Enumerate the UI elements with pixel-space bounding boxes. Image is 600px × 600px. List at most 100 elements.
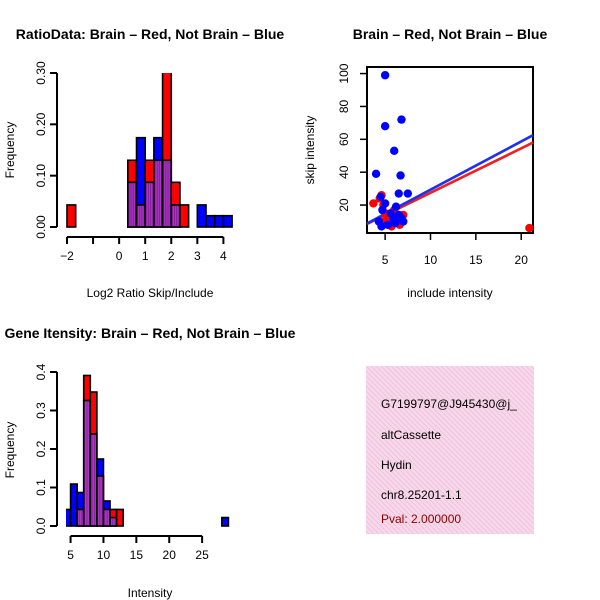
intensity-bar-notbrain-0 (66, 508, 72, 527)
scatter-point-notbrain-4 (371, 169, 381, 179)
info-hatch-stripe (366, 375, 525, 534)
info-hatch-stripe (366, 400, 500, 534)
info-hatch-stripe (366, 455, 445, 534)
info-panel-hatch (196, 366, 600, 534)
info-hatch-stripe (366, 460, 440, 534)
scatter-point-notbrain-11 (378, 205, 387, 215)
info-hatch-stripe (480, 366, 534, 420)
info-hatch-stripe (366, 425, 475, 534)
scatter-point-notbrain-10 (391, 202, 401, 211)
scatter-point-notbrain-3 (390, 146, 399, 156)
ratio-y-tick-label-1: 0.10 (34, 164, 48, 188)
intensity-y-tick-label-3: 0.3 (34, 402, 48, 419)
info-hatch-stripe (366, 420, 480, 534)
intensity-y-tick-label-0: 0.0 (34, 517, 48, 534)
ratio-y-tick-label-0: 0.00 (34, 215, 48, 239)
info-hatch-stripe (366, 385, 515, 534)
info-hatch-stripe (485, 366, 534, 415)
intensity-hist-xlabel: Intensity (128, 586, 173, 600)
intensity-x-tick-label-4: 25 (195, 548, 209, 562)
info-hatch-stripe (541, 366, 600, 534)
info-hatch-stripe (366, 395, 505, 534)
ratio-bar-notbrain-16 (205, 214, 216, 228)
info-event-id: G7199797@J945430@j_ (381, 397, 517, 411)
info-hatch-stripe (366, 450, 450, 534)
scatter-axes: 5 10 15 20 20 40 60 80 100 (337, 63, 528, 267)
info-hatch-stripe (385, 366, 534, 515)
scatter-title: Brain – Red, Not Brain – Blue (353, 26, 548, 42)
info-hatch-stripe (420, 366, 534, 480)
info-hatch-stripe (455, 366, 534, 445)
ratio-bar-notbrain-18 (222, 214, 233, 228)
info-hatch-stripe (366, 525, 375, 534)
intensity-y-tick-label-1: 0.1 (34, 479, 48, 496)
scatter-point-notbrain-20 (394, 210, 403, 220)
info-location: chr8.25201-1.1 (381, 488, 462, 502)
info-hatch-stripe (366, 366, 534, 534)
info-hatch-stripe (495, 366, 534, 405)
ratio-x-tick-label-0: −2 (60, 249, 74, 263)
ratio-y-tick-label-2: 0.20 (34, 112, 48, 136)
scatter-ylabel: skip intensity (303, 116, 317, 185)
scatter-x-tick-label-3: 20 (515, 253, 529, 267)
info-hatch-stripe (366, 485, 415, 534)
info-hatch-stripe (435, 366, 534, 465)
scatter-point-notbrain-15 (383, 220, 393, 229)
scatter-point-notbrain-8 (376, 192, 385, 202)
info-hatch-stripe (366, 480, 420, 534)
scatter-x-tick-label-2: 15 (469, 253, 483, 267)
info-hatch-stripe (405, 366, 534, 495)
scatter-point-notbrain-2 (397, 115, 406, 124)
scatter-point-brain-0 (369, 199, 378, 208)
intensity-hist-axes: 5 10 15 20 25 0.0 0.1 0.2 0.3 0.4 (34, 363, 209, 562)
ratio-hist-axes: −2 0 1 2 3 4 0.00 0.10 0.20 0.30 (34, 61, 227, 263)
info-hatch-stripe (196, 366, 364, 534)
ratio-bar-brain-0 (66, 204, 77, 228)
ratio-bar-notbrain-15 (196, 204, 207, 228)
intensity-x-tick-label-2: 15 (130, 548, 144, 562)
info-hatch-stripe (445, 366, 534, 455)
info-hatch-stripe (366, 370, 530, 534)
scatter-y-tick-label-0: 20 (337, 198, 351, 212)
intensity-hist-ylabel: Frequency (3, 422, 17, 479)
info-hatch-stripe (450, 366, 534, 450)
ratio-bar-brain-13 (179, 204, 190, 228)
info-hatch-stripe (395, 366, 534, 505)
scatter-point-notbrain-6 (403, 189, 413, 198)
ratio-hist-title: RatioData: Brain – Red, Not Brain – Blue (16, 26, 285, 42)
info-hatch-stripe (366, 415, 485, 534)
info-hatch-stripe (366, 435, 465, 534)
info-hatch-stripe (366, 475, 425, 534)
scatter-point-notbrain-7 (394, 189, 403, 198)
info-hatch-stripe (366, 495, 405, 534)
intensity-y-tick-label-2: 0.2 (34, 440, 48, 457)
info-hatch-stripe (470, 366, 534, 430)
intensity-hist-bars (66, 374, 230, 527)
scatter-y-tick-label-4: 100 (337, 63, 351, 83)
scatter-point-notbrain-17 (399, 217, 408, 226)
scatter-point-notbrain-5 (396, 171, 405, 180)
info-hatch-stripe (400, 366, 534, 500)
info-hatch-stripe (366, 510, 390, 534)
ratio-bar-notbrain-17 (213, 214, 225, 228)
scatter-y-tick-label-3: 80 (337, 99, 351, 113)
info-hatch-stripe (366, 530, 370, 534)
info-hatch-stripe (425, 366, 534, 475)
info-hatch-stripe (366, 430, 470, 534)
scatter-y-tick-label-2: 60 (337, 132, 351, 146)
info-hatch-stripe (415, 366, 534, 485)
info-gene: Hydin (381, 458, 412, 472)
info-hatch-stripe (380, 366, 534, 520)
scatter-x-tick-label-1: 10 (424, 253, 438, 267)
info-hatch-stripe (366, 380, 520, 534)
intensity-bar-notbrain-24 (221, 516, 230, 527)
scatter-point-notbrain-9 (380, 199, 390, 208)
info-hatch-stripe (475, 366, 534, 425)
ratio-x-tick-label-2: 0 (116, 249, 123, 263)
info-hatch-stripe (366, 405, 495, 534)
info-hatch-stripe (490, 366, 534, 410)
info-hatch-stripe (430, 366, 534, 470)
info-hatch-stripe (366, 440, 460, 534)
scatter-point-brain-15 (525, 223, 534, 233)
